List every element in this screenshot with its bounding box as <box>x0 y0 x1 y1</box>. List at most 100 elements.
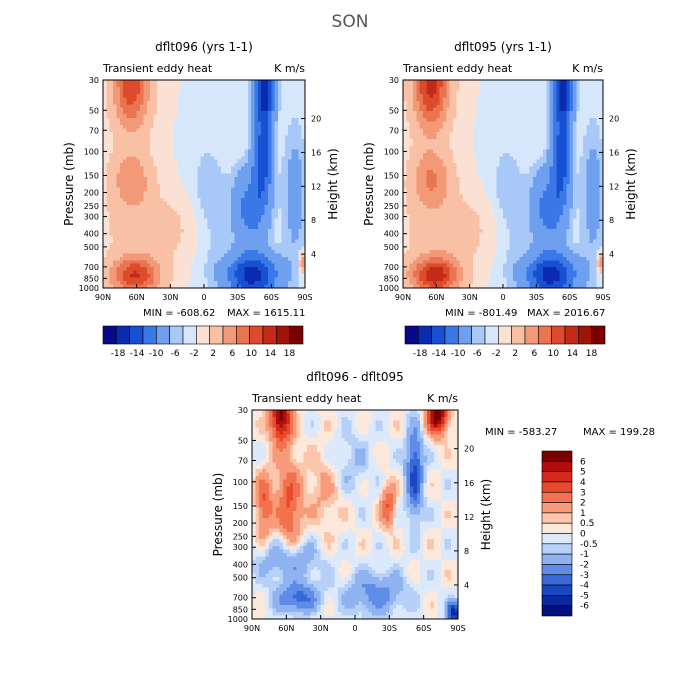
contour-cell <box>264 194 269 199</box>
contour-cell <box>126 104 131 109</box>
contour-cell <box>200 208 205 213</box>
contour-cell <box>536 104 541 109</box>
contour-cell <box>113 239 118 244</box>
contour-cell <box>177 163 182 168</box>
contour-cell <box>284 104 289 109</box>
contour-cell <box>449 80 454 85</box>
contour-cell <box>596 83 601 88</box>
contour-cell <box>237 135 242 140</box>
contour-cell <box>294 166 299 171</box>
contour-cell <box>516 80 521 85</box>
contour-cell <box>190 177 195 182</box>
contour-cell <box>247 211 252 216</box>
contour-cell <box>291 145 296 150</box>
contour-cell <box>214 152 219 157</box>
contour-cell <box>210 145 215 150</box>
contour-cell <box>187 111 192 116</box>
contour-cell <box>251 270 256 275</box>
contour-cell <box>220 204 225 209</box>
contour-cell <box>291 166 296 171</box>
contour-cell <box>140 263 144 268</box>
contour-cell <box>126 97 131 102</box>
contour-cell <box>204 128 208 133</box>
contour-cell <box>227 121 232 126</box>
contour-cell <box>473 107 477 112</box>
contour-cell <box>136 104 141 109</box>
contour-cell <box>146 187 151 192</box>
contour-cell <box>264 163 269 168</box>
contour-cell <box>496 93 501 98</box>
contour-cell <box>204 197 208 202</box>
contour-cell <box>220 190 225 195</box>
contour-cell <box>499 97 504 102</box>
contour-cell <box>576 80 581 85</box>
contour-cell <box>133 225 138 230</box>
contour-cell <box>106 208 111 213</box>
contour-cell <box>123 152 128 157</box>
contour-cell <box>264 242 269 247</box>
contour-cell <box>301 111 306 116</box>
contour-cell <box>204 246 208 251</box>
contour-cell <box>251 215 256 220</box>
contour-cell <box>163 194 168 199</box>
contour-cell <box>278 180 283 185</box>
contour-cell <box>237 156 242 161</box>
colorbar-label: 18 <box>284 349 296 359</box>
contour-cell <box>264 128 269 133</box>
contour-cell <box>106 263 111 268</box>
contour-cell <box>197 100 202 105</box>
contour-cell <box>257 145 262 150</box>
contour-cell <box>140 236 144 241</box>
contour-cell <box>446 83 451 88</box>
contour-cell <box>237 149 242 154</box>
contour-cell <box>193 80 198 85</box>
contour-cell <box>177 132 182 137</box>
contour-cell <box>413 104 417 109</box>
contour-cell <box>247 277 252 282</box>
contour-cell <box>153 132 158 137</box>
contour-cell <box>143 232 148 237</box>
contour-cell <box>247 104 252 109</box>
contour-cell <box>298 170 303 175</box>
contour-cell <box>143 156 148 161</box>
contour-cell <box>106 173 111 178</box>
contour-cell <box>140 253 144 258</box>
contour-cell <box>116 225 121 230</box>
contour-cell <box>241 274 245 279</box>
contour-cell <box>247 111 252 116</box>
contour-cell <box>274 242 279 247</box>
contour-cell <box>220 260 225 265</box>
contour-cell <box>274 222 279 227</box>
contour-cell <box>234 218 239 223</box>
contour-cell <box>140 80 144 85</box>
contour-cell <box>183 163 188 168</box>
contour-cell <box>251 225 256 230</box>
contour-cell <box>583 93 587 98</box>
contour-cell <box>261 132 266 137</box>
contour-cell <box>257 156 262 161</box>
contour-cell <box>103 177 107 182</box>
contour-cell <box>166 246 171 251</box>
contour-cell <box>281 218 286 223</box>
contour-cell <box>106 190 111 195</box>
contour-cell <box>197 204 202 209</box>
contour-cell <box>207 274 212 279</box>
contour-cell <box>129 135 134 140</box>
contour-cell <box>267 232 272 237</box>
contour-cell <box>136 173 141 178</box>
contour-cell <box>224 256 229 261</box>
contour-cell <box>136 83 141 88</box>
contour-cell <box>183 80 188 85</box>
contour-cell <box>190 218 195 223</box>
contour-cell <box>489 104 494 109</box>
contour-cell <box>267 222 272 227</box>
contour-cell <box>403 97 407 102</box>
contour-cell <box>251 281 256 286</box>
contour-cell <box>251 142 256 147</box>
contour-cell <box>116 270 121 275</box>
contour-cell <box>106 128 111 133</box>
contour-cell <box>224 114 229 119</box>
contour-cell <box>106 194 111 199</box>
contour-cell <box>247 118 252 123</box>
contour-cell <box>200 111 205 116</box>
